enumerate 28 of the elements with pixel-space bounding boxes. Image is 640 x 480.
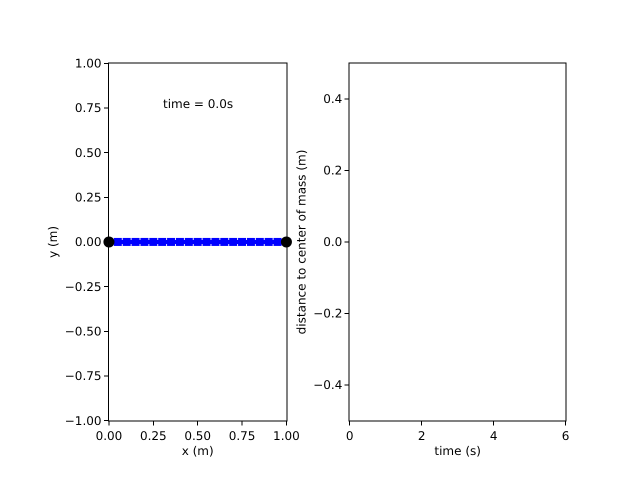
y-tick-label: −0.4 [313,378,342,392]
x-tick-label: 0.00 [96,428,122,443]
y-tick-label: −1.00 [64,414,102,428]
x-tick-label: 0 [346,428,354,443]
y-axis-title: distance to center of mass (m) [294,150,308,334]
x-tick-label: 6 [562,428,570,443]
annotation: time = 0.0s [163,97,234,111]
y-tick-label: 1.00 [74,56,102,71]
x-axis-title: x (m) [182,444,214,458]
x-tick-label: 0.75 [228,428,256,443]
y-tick-label: 0.75 [74,101,102,116]
x-tick-label: 4 [490,428,498,443]
y-tick-label: 0.0 [323,235,342,250]
y-tick-label: −0.2 [313,306,342,321]
y-tick-label: 0.00 [74,235,102,250]
y-tick-label: −0.25 [64,280,102,294]
y-tick-label: −0.50 [64,324,102,338]
y-axis-title: y (m) [46,226,60,258]
y-tick-label: 0.4 [323,92,342,106]
y-tick-label: 0.50 [74,146,102,160]
x-axis-title: time (s) [434,444,481,458]
y-tick-label: −0.75 [64,369,102,384]
x-tick-label: 0.25 [140,428,167,443]
y-tick-label: 0.2 [323,164,342,178]
x-tick-label: 1.00 [273,428,300,443]
y-tick-label: 0.25 [74,190,102,204]
x-tick-label: 2 [418,428,426,443]
x-tick-label: 0.50 [184,428,212,443]
